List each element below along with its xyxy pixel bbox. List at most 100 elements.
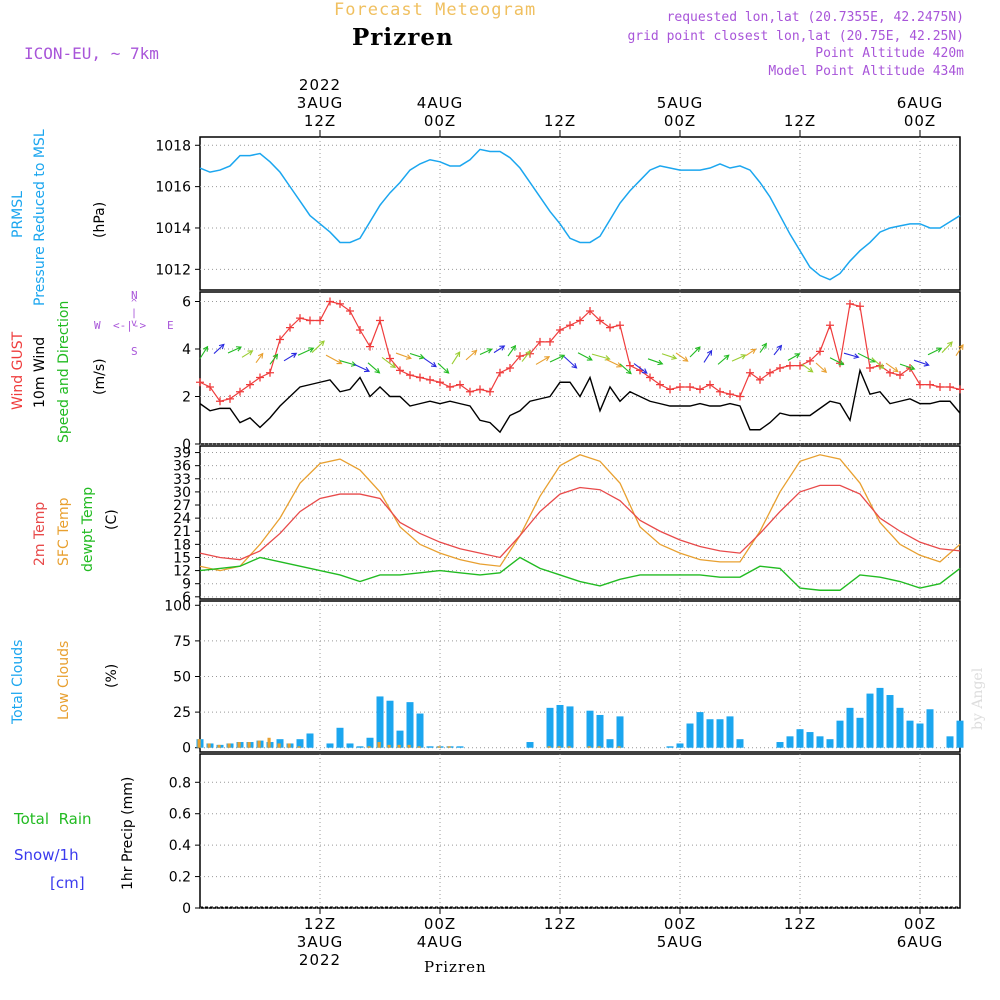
arrow-shaft <box>773 345 782 356</box>
arrow-head <box>947 341 953 348</box>
arrow-shaft <box>437 362 449 374</box>
top-time-label: 12Z <box>544 112 576 130</box>
total-cloud-bar <box>296 739 304 748</box>
total-cloud-bar <box>696 712 704 748</box>
gust-point <box>706 380 714 389</box>
arrow-shaft <box>843 352 859 358</box>
gust-point <box>486 387 494 396</box>
ytick-label-temperature: 33 <box>173 472 191 488</box>
arrow-shaft <box>731 354 746 362</box>
arrow-head <box>471 349 478 356</box>
arrow-head <box>235 346 242 352</box>
gust-point <box>226 394 234 403</box>
low-cloud-bar <box>277 743 281 748</box>
total-cloud-bar <box>846 707 854 748</box>
top-time-label: 00Z <box>904 112 936 130</box>
arrow-shaft <box>871 357 884 369</box>
bottom-time-label: 00Z <box>904 915 936 933</box>
gust-point <box>806 356 814 365</box>
low-cloud-bar <box>617 746 621 748</box>
gust-point <box>826 321 834 330</box>
arrow-head <box>821 367 828 374</box>
arrow-head <box>838 360 845 366</box>
arrow-shaft <box>661 353 677 359</box>
arrow-head <box>202 345 209 352</box>
wind-direction-arrow <box>465 349 478 361</box>
gust-point <box>606 323 614 332</box>
wind-direction-arrow <box>857 352 876 363</box>
low-cloud-bar <box>257 740 261 748</box>
wind-direction-arrow <box>297 347 315 356</box>
bottom-time-label: 3AUG <box>297 933 343 951</box>
total-cloud-bar <box>556 704 564 748</box>
ytick-label-temperature: 15 <box>173 550 191 566</box>
low-cloud-bar <box>547 746 551 748</box>
wind-direction-arrow <box>507 344 517 357</box>
arrow-shaft <box>269 354 278 365</box>
gust-point <box>376 316 384 325</box>
arrow-shaft <box>913 359 929 366</box>
total-cloud-bar <box>426 746 434 748</box>
arrow-head <box>750 348 757 354</box>
low-cloud-bar <box>287 743 291 748</box>
arrow-head <box>776 344 783 351</box>
total-cloud-bar <box>396 730 404 748</box>
arrow-head <box>878 363 885 370</box>
gust-point <box>386 354 394 363</box>
arrow-head <box>807 367 814 373</box>
wind-direction-arrow <box>871 357 885 370</box>
low-cloud-bar <box>557 746 561 748</box>
top-time-label: 4AUG <box>417 94 463 112</box>
arrow-head <box>336 359 343 365</box>
ytick-label-temperature: 9 <box>182 577 191 593</box>
gust-point <box>896 371 904 380</box>
gust-point <box>596 316 604 325</box>
wind-direction-arrow <box>521 350 531 362</box>
top-time-label: 00Z <box>424 112 456 130</box>
gust-point <box>626 361 634 370</box>
arrow-shaft <box>703 350 713 363</box>
arrow-head <box>218 343 225 350</box>
gust-point <box>206 383 214 391</box>
ytick-label-temperature: 24 <box>173 511 191 527</box>
low-cloud-bar <box>567 746 571 748</box>
ytick-label-temperature: 21 <box>173 524 191 540</box>
arrow-shaft <box>395 352 412 359</box>
arrow-shaft <box>885 362 899 373</box>
arrow-shaft <box>577 352 593 361</box>
total-cloud-bar <box>866 693 874 748</box>
gust-point <box>946 383 954 391</box>
gust-point <box>866 364 874 372</box>
wind-direction-arrow <box>269 353 279 365</box>
total-cloud-bar <box>706 719 714 748</box>
total-cloud-bar <box>676 743 684 748</box>
gust-point <box>516 352 524 361</box>
total-cloud-bar <box>346 743 354 748</box>
total-cloud-bar <box>526 742 534 748</box>
low-cloud-bar <box>267 737 271 748</box>
arrow-head <box>499 345 506 351</box>
wind-direction-arrow <box>451 351 461 365</box>
arrow-head <box>257 352 264 359</box>
arrow-head <box>923 361 930 367</box>
wind-direction-arrow <box>703 349 713 363</box>
wind-direction-arrow <box>605 358 623 368</box>
gust-point <box>726 390 734 399</box>
gust-point <box>656 380 664 389</box>
top-time-label: 5AUG <box>657 94 703 112</box>
total-cloud-bar <box>306 733 314 748</box>
total-cloud-bar <box>876 687 884 748</box>
bottom-time-label: 00Z <box>664 915 696 933</box>
ytick-label-clouds: 0 <box>182 741 191 757</box>
arrow-head <box>418 353 426 360</box>
arrow-shaft <box>563 356 577 369</box>
bottom-time-label: 4AUG <box>417 933 463 951</box>
total-cloud-bar <box>456 746 464 748</box>
total-cloud-bar <box>786 736 794 748</box>
low-cloud-bar <box>227 743 231 748</box>
dewpt-line <box>199 556 961 591</box>
gust-point <box>816 347 824 356</box>
arrow-head <box>455 351 461 358</box>
compass-n: N <box>131 289 138 302</box>
